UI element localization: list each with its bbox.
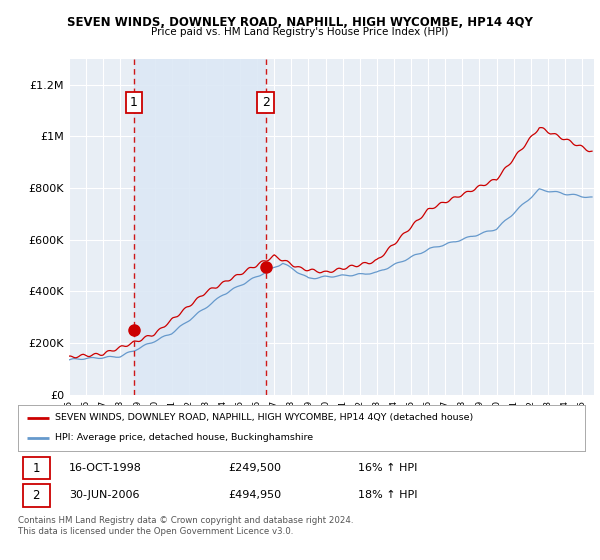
Bar — [134, 59, 266, 395]
Text: Price paid vs. HM Land Registry's House Price Index (HPI): Price paid vs. HM Land Registry's House … — [151, 27, 449, 37]
Text: 1: 1 — [32, 462, 40, 475]
Text: 30-JUN-2006: 30-JUN-2006 — [69, 491, 140, 500]
Bar — [23, 484, 50, 506]
Text: HPI: Average price, detached house, Buckinghamshire: HPI: Average price, detached house, Buck… — [55, 433, 313, 442]
Text: 16-OCT-1998: 16-OCT-1998 — [69, 463, 142, 473]
Text: 16% ↑ HPI: 16% ↑ HPI — [358, 463, 418, 473]
Text: 2: 2 — [262, 96, 269, 109]
Text: SEVEN WINDS, DOWNLEY ROAD, NAPHILL, HIGH WYCOMBE, HP14 4QY (detached house): SEVEN WINDS, DOWNLEY ROAD, NAPHILL, HIGH… — [55, 413, 473, 422]
Text: £249,500: £249,500 — [228, 463, 281, 473]
Text: 1: 1 — [130, 96, 138, 109]
Text: £494,950: £494,950 — [228, 491, 281, 500]
Text: 2: 2 — [32, 489, 40, 502]
Bar — [23, 457, 50, 479]
Text: 18% ↑ HPI: 18% ↑ HPI — [358, 491, 418, 500]
Text: SEVEN WINDS, DOWNLEY ROAD, NAPHILL, HIGH WYCOMBE, HP14 4QY: SEVEN WINDS, DOWNLEY ROAD, NAPHILL, HIGH… — [67, 16, 533, 29]
Text: Contains HM Land Registry data © Crown copyright and database right 2024.
This d: Contains HM Land Registry data © Crown c… — [18, 516, 353, 536]
